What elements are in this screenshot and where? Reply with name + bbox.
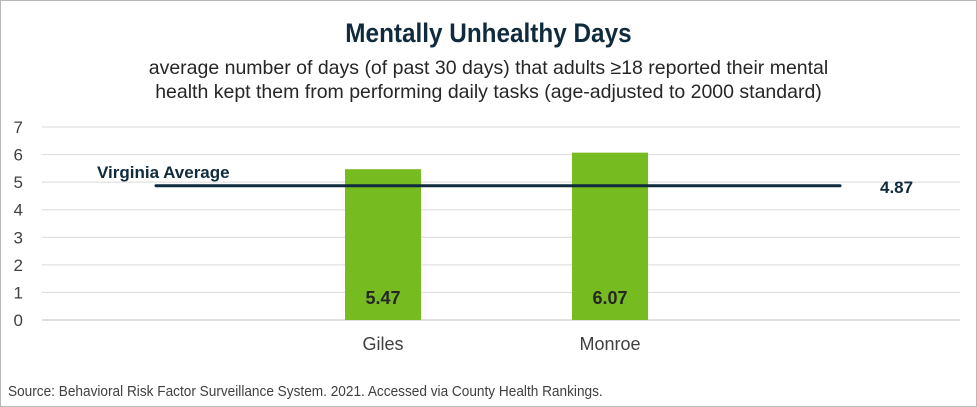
subtitle-line-1: average number of days (of past 30 days)… [148, 57, 829, 79]
y-tick-label-3: 3 [14, 228, 23, 247]
y-tick-label-2: 2 [14, 256, 23, 275]
bar-monroe [572, 152, 648, 320]
y-tick-label-5: 5 [14, 173, 23, 192]
chart-title: Mentally Unhealthy Days [345, 18, 632, 48]
category-label-monroe: Monroe [579, 334, 640, 354]
y-tick-label-0: 0 [14, 311, 23, 330]
y-tick-label-1: 1 [14, 283, 23, 302]
subtitle-line-2: health kept them from performing daily t… [155, 81, 822, 103]
data-label-monroe: 6.07 [592, 288, 627, 308]
y-tick-label-6: 6 [14, 146, 23, 165]
category-label-giles: Giles [362, 334, 403, 354]
data-label-giles: 5.47 [365, 288, 400, 308]
y-tick-label-7: 7 [14, 118, 23, 137]
chart-subtitle: average number of days (of past 30 days)… [0, 56, 977, 104]
virginia-average-label: Virginia Average [97, 163, 230, 182]
source-note: Source: Behavioral Risk Factor Surveilla… [8, 384, 603, 400]
bar-giles [345, 169, 421, 320]
y-tick-label-4: 4 [14, 201, 23, 220]
virginia-average-value: 4.87 [880, 178, 913, 197]
